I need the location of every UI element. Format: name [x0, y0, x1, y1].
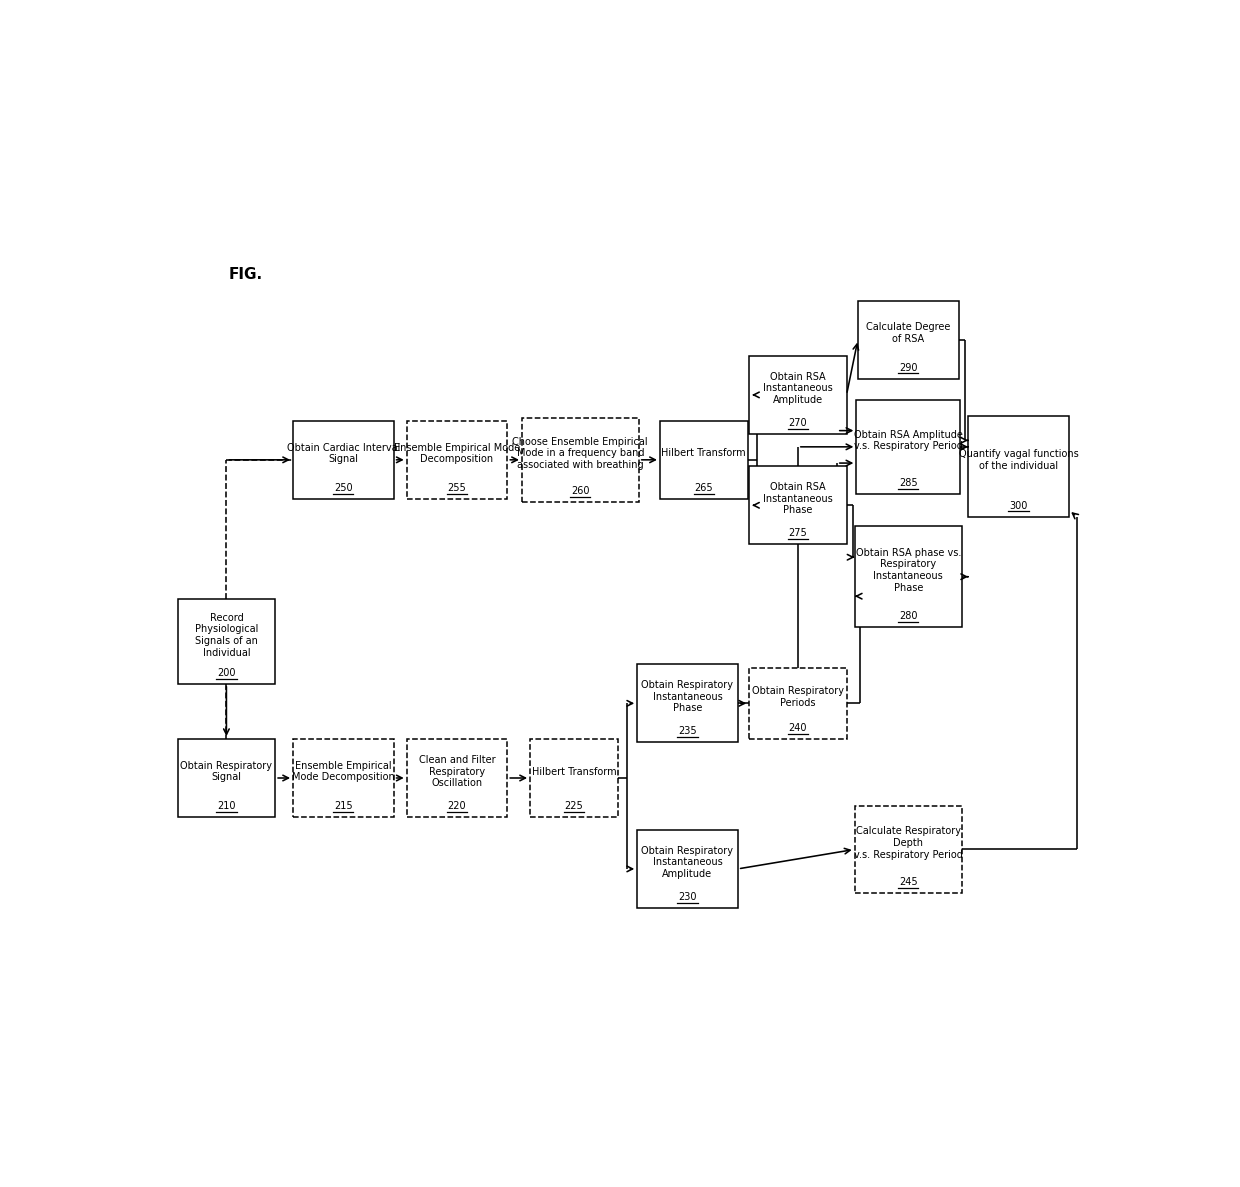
- Text: Hilbert Transform: Hilbert Transform: [661, 449, 746, 458]
- Bar: [857, 400, 960, 494]
- Bar: [177, 740, 275, 817]
- Bar: [522, 418, 639, 502]
- Bar: [749, 667, 847, 740]
- Text: Quantify vagal functions
of the individual: Quantify vagal functions of the individu…: [959, 449, 1079, 470]
- Text: 235: 235: [678, 726, 697, 736]
- Text: 265: 265: [694, 483, 713, 493]
- Text: Hilbert Transform: Hilbert Transform: [532, 767, 616, 776]
- Text: Obtain Respiratory
Periods: Obtain Respiratory Periods: [751, 686, 844, 707]
- Bar: [637, 830, 738, 908]
- Text: 255: 255: [448, 483, 466, 493]
- Bar: [407, 740, 507, 817]
- Bar: [854, 526, 962, 627]
- Text: Ensemble Empirical Mode
Decomposition: Ensemble Empirical Mode Decomposition: [394, 443, 520, 464]
- Bar: [660, 421, 748, 499]
- Bar: [529, 740, 618, 817]
- Text: 210: 210: [217, 801, 236, 811]
- Bar: [293, 421, 393, 499]
- Text: Obtain RSA
Instantaneous
Amplitude: Obtain RSA Instantaneous Amplitude: [763, 372, 833, 405]
- Text: Obtain RSA
Instantaneous
Phase: Obtain RSA Instantaneous Phase: [763, 482, 833, 515]
- Bar: [177, 599, 275, 684]
- Bar: [858, 300, 959, 379]
- Text: Choose Ensemble Empirical
Mode in a frequency band
associated with breathing: Choose Ensemble Empirical Mode in a freq…: [512, 437, 649, 470]
- Bar: [407, 421, 507, 499]
- Text: Clean and Filter
Respiratory
Oscillation: Clean and Filter Respiratory Oscillation: [419, 755, 495, 788]
- Text: Obtain Respiratory
Instantaneous
Phase: Obtain Respiratory Instantaneous Phase: [641, 680, 733, 713]
- Text: Ensemble Empirical
Mode Decomposition: Ensemble Empirical Mode Decomposition: [291, 761, 394, 782]
- Text: Record
Physiological
Signals of an
Individual: Record Physiological Signals of an Indiv…: [195, 612, 258, 658]
- Text: FIG.: FIG.: [229, 267, 263, 283]
- Text: 275: 275: [789, 528, 807, 538]
- Text: 290: 290: [899, 362, 918, 373]
- Text: Obtain Respiratory
Instantaneous
Amplitude: Obtain Respiratory Instantaneous Amplitu…: [641, 846, 733, 880]
- Bar: [749, 466, 847, 545]
- Text: 230: 230: [678, 891, 697, 902]
- Text: 200: 200: [217, 668, 236, 678]
- Bar: [749, 356, 847, 434]
- Bar: [968, 415, 1069, 516]
- Text: Calculate Degree
of RSA: Calculate Degree of RSA: [866, 323, 950, 344]
- Text: 270: 270: [789, 418, 807, 427]
- Bar: [293, 740, 393, 817]
- Text: Obtain RSA Amplitude
v.s. Respiratory Period: Obtain RSA Amplitude v.s. Respiratory Pe…: [854, 430, 962, 451]
- Text: 300: 300: [1009, 501, 1028, 510]
- Text: 280: 280: [899, 611, 918, 621]
- Text: 220: 220: [448, 801, 466, 811]
- Text: Obtain RSA phase vs.
Respiratory
Instantaneous
Phase: Obtain RSA phase vs. Respiratory Instant…: [856, 548, 961, 592]
- Bar: [854, 806, 962, 894]
- Text: 240: 240: [789, 723, 807, 734]
- Text: 225: 225: [564, 801, 583, 811]
- Text: 260: 260: [572, 485, 589, 496]
- Bar: [637, 665, 738, 742]
- Text: 250: 250: [334, 483, 352, 493]
- Text: 215: 215: [334, 801, 352, 811]
- Text: Calculate Respiratory
Depth
v.s. Respiratory Period: Calculate Respiratory Depth v.s. Respira…: [854, 826, 962, 859]
- Text: 245: 245: [899, 877, 918, 887]
- Text: 285: 285: [899, 478, 918, 488]
- Text: Obtain Respiratory
Signal: Obtain Respiratory Signal: [181, 761, 273, 782]
- Text: Obtain Cardiac Interval
Signal: Obtain Cardiac Interval Signal: [286, 443, 401, 464]
